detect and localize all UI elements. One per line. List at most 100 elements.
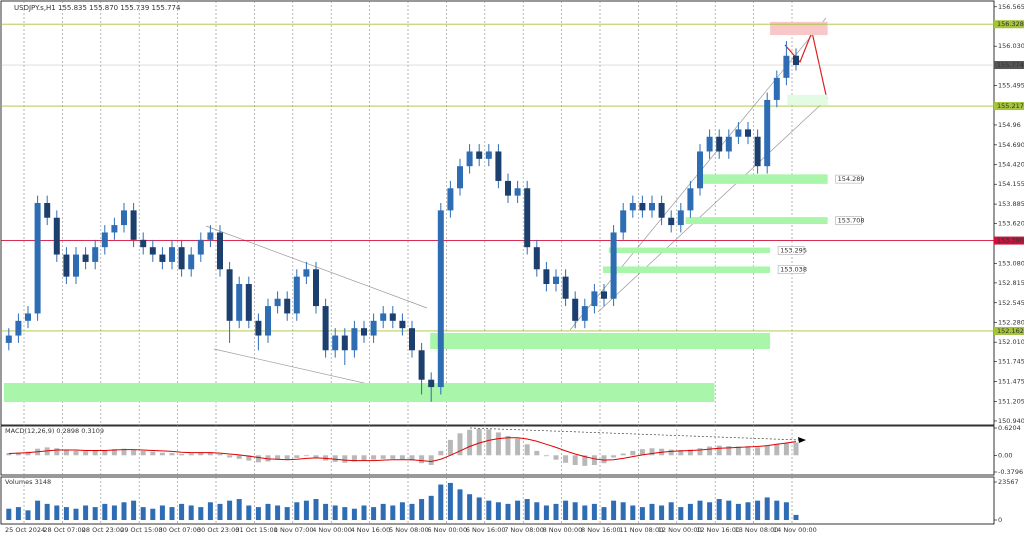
volume-bar [783,502,789,520]
candle-body [159,254,166,262]
level-label-box [994,20,1024,29]
candle-body [706,136,713,152]
macd-bar [63,450,69,456]
zone [4,383,715,403]
volume-bar [255,507,261,520]
candle-body [572,298,579,321]
volume-bar [198,507,204,520]
candle-body [82,254,89,262]
macd-bar [169,453,175,456]
candle-body [149,247,156,255]
volume-title: Volumes 3148 [5,478,51,486]
y-tick-label: 0.6204 [998,424,1021,432]
macd-title: MACD(12,26,9) 0.2898 0.3109 [5,427,104,435]
y-tick-label: 151.475 [998,378,1024,386]
macd-bar [207,452,213,456]
macd-bar [611,455,617,458]
x-tick-label: 30 Oct 07:00 [159,526,201,534]
macd-bar [217,453,223,456]
macd-bar [639,449,645,456]
macd-bar [83,451,89,456]
candle-body [620,210,627,233]
macd-bar [697,448,703,456]
x-tick-label: 8 Nov 16:00 [581,526,621,534]
x-tick-label: 14 Nov 00:00 [773,526,817,534]
y-tick-label: 151.205 [998,397,1024,405]
volume-bar [764,497,770,520]
macd-bar [447,439,453,456]
macd-bar [668,449,674,456]
candle-body [697,151,703,189]
volume-bar [83,505,89,520]
panel-frames [0,0,995,525]
macd-bar [111,449,117,456]
candle-body [677,210,684,226]
macd-bar [774,444,780,456]
divergence-line [469,427,801,441]
candle-body [44,203,51,218]
volume-bar [428,495,434,520]
volume-bar [524,499,530,520]
volume-bar [649,503,655,520]
macd-bar [342,455,348,463]
level-label: 155.217 [997,102,1024,110]
macd-bar [553,455,559,460]
candle-body [130,210,137,240]
volume-bar [591,503,597,520]
zone-label-box [835,174,862,184]
y-tick-label: 154.96 [998,121,1021,129]
x-tick-label: 28 Oct 23:00 [82,526,124,534]
x-tick-label: 13 Nov 08:00 [735,526,779,534]
candle-body [629,203,636,211]
level-label: 156.328 [997,20,1024,28]
volume-bar [745,502,751,520]
y-tick-label: -0.3796 [998,468,1023,476]
candle-body [495,151,502,181]
y-tick-label: 153.885 [998,200,1024,208]
y-tick-label: 152.815 [998,279,1024,287]
volume-bar [716,499,722,520]
y-tick-label: 154.690 [998,141,1024,149]
candle-body [380,313,387,321]
level-label-box [994,326,1024,335]
macd-bar [783,442,789,456]
volume-bar [188,505,194,520]
zone [685,217,828,224]
volume-bar [313,499,319,520]
macd-bar [438,450,444,456]
volume-bar [102,503,108,520]
candle-body [92,247,99,262]
macd-bar [505,435,511,456]
volume-bar [361,505,367,520]
macd-bar [255,455,261,463]
macd-bar [486,429,492,456]
candle-body [178,247,185,270]
macd-bar [601,455,607,464]
candle-body [245,284,252,321]
zone [608,247,771,254]
level-label-box [994,102,1024,111]
candle-body [341,335,348,351]
volume-bar [284,507,290,520]
macd-bar [15,452,21,456]
last-price-label: 155.774 [997,61,1024,69]
macd-bar [764,445,770,456]
candle-body [236,284,243,321]
volume-bar [380,503,386,520]
candle-body [418,350,425,380]
candle-body [140,239,147,248]
zone-label: 153.295 [780,246,807,254]
candle-body [73,254,79,277]
volume-bar [73,508,79,520]
volume-bar [169,507,175,520]
volume-bar [735,503,741,520]
macd-bar [227,455,233,458]
volume-bar [755,500,761,520]
zone [697,174,828,184]
volume-bar [265,503,271,520]
x-tick-label: 29 Oct 15:00 [120,526,162,534]
candle-body [591,291,598,307]
x-tick-label: 30 Oct 23:00 [197,526,239,534]
candle-body [217,232,223,270]
candle-body [332,335,339,351]
